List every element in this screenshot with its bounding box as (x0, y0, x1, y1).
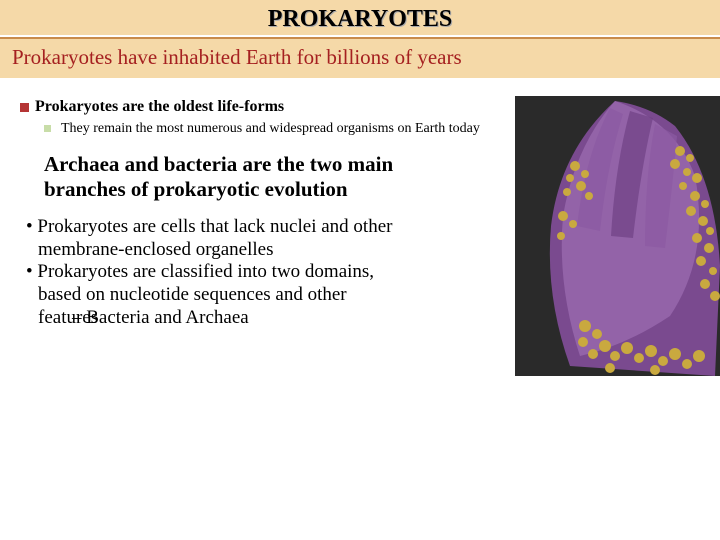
square-bullet-icon (20, 103, 29, 112)
subtitle-band: Prokaryotes have inhabited Earth for bil… (0, 39, 720, 78)
para-line: – Bacteria and Archaea (72, 307, 249, 330)
para-line: membrane-enclosed organelles (26, 239, 496, 262)
body-paragraph-2: • Prokaryotes are classified into two do… (26, 261, 496, 329)
section-heading: Archaea and bacteria are the two main br… (44, 152, 464, 202)
microscope-image (515, 96, 720, 376)
bullet-1-text: Prokaryotes are the oldest life-forms (35, 98, 284, 116)
para-line: • Prokaryotes are cells that lack nuclei… (26, 216, 392, 237)
body-paragraph-1: • Prokaryotes are cells that lack nuclei… (26, 216, 496, 262)
square-bullet-icon (44, 125, 51, 132)
bullet-2-text: They remain the most numerous and widesp… (61, 120, 480, 138)
para-line: based on nucleotide sequences and other (26, 284, 496, 307)
prokaryote-image-icon (515, 96, 720, 376)
bullet-level-2: They remain the most numerous and widesp… (44, 120, 504, 138)
title-band: PROKARYOTES (0, 0, 720, 35)
para-line: • Prokaryotes are classified into two do… (26, 261, 374, 282)
subtitle: Prokaryotes have inhabited Earth for bil… (12, 45, 708, 70)
page-title: PROKARYOTES (0, 6, 720, 33)
